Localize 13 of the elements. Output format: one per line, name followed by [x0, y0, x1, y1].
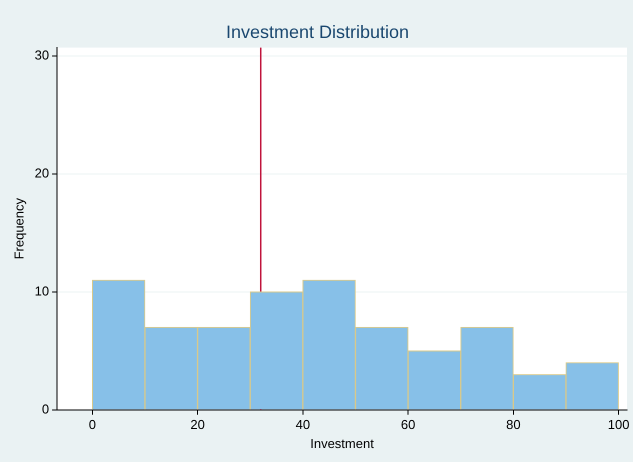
x-tick-label: 100 — [608, 417, 630, 432]
x-tick-label: 60 — [400, 417, 416, 432]
y-tick-label: 20 — [34, 165, 50, 180]
y-tick-label: 10 — [34, 283, 50, 298]
y-tick-label: 0 — [42, 401, 50, 416]
y-axis-title: Frequency — [11, 197, 26, 260]
x-axis-title: Investment — [310, 436, 374, 451]
x-tick-label: 20 — [190, 417, 205, 432]
y-tick-label: 30 — [34, 47, 50, 62]
x-tick-label: 0 — [88, 417, 96, 432]
x-tick-label: 40 — [296, 417, 310, 432]
x-tick-label: 80 — [506, 417, 521, 432]
chart-title: Investment Distribution — [226, 22, 410, 42]
